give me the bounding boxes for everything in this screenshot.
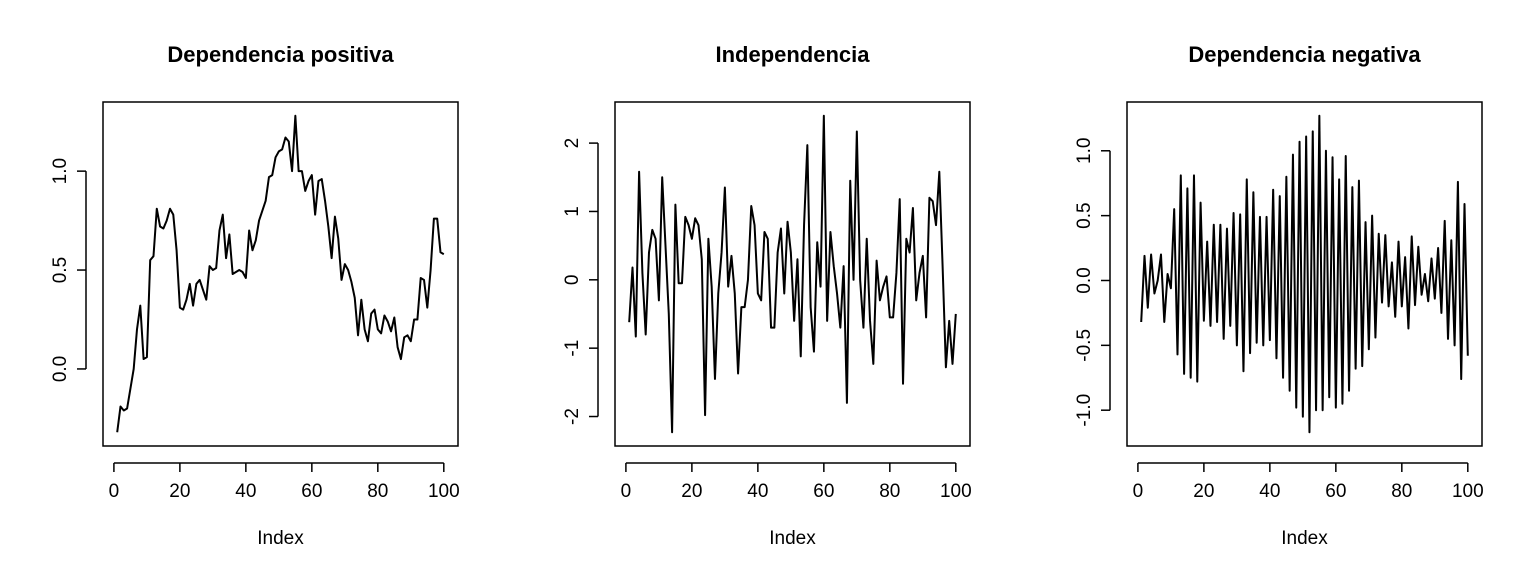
y-tick-label: 0.5 bbox=[50, 257, 71, 283]
x-tick-label: 80 bbox=[879, 481, 900, 502]
x-tick-label: 100 bbox=[940, 481, 972, 502]
y-tick-label: 0.5 bbox=[1074, 202, 1095, 228]
x-tick-label: 60 bbox=[813, 481, 834, 502]
chart-panel-3: Dependencia negativa 0 20 40 60 80 100 Index -1.… bbox=[1074, 42, 1484, 549]
y-tick-label: 0.0 bbox=[50, 356, 71, 382]
x-tick-label: 40 bbox=[235, 481, 256, 502]
chart-panel-1: Dependencia positiva 0 20 40 60 80 100 Index 0.0… bbox=[50, 42, 460, 549]
x-tick-label: 0 bbox=[1133, 481, 1144, 502]
x-tick-label: 100 bbox=[428, 481, 460, 502]
x-axis-label: Index bbox=[769, 528, 816, 549]
x-tick-label: 60 bbox=[1325, 481, 1346, 502]
x-tick-label: 100 bbox=[1452, 481, 1484, 502]
x-axis-label: Index bbox=[257, 528, 304, 549]
plot-frame bbox=[102, 101, 459, 447]
series-line-1 bbox=[628, 114, 957, 434]
plot-frame bbox=[614, 101, 971, 447]
y-tick-label: -1 bbox=[562, 340, 583, 357]
chart-title: Dependencia positiva bbox=[167, 42, 394, 67]
y-tick-label: -2 bbox=[562, 408, 583, 425]
x-tick-label: 20 bbox=[681, 481, 702, 502]
y-tick-label: -0.5 bbox=[1074, 329, 1095, 362]
chart-title: Dependencia negativa bbox=[1188, 42, 1421, 67]
chart-panel-2: Independencia 0 20 40 60 80 100 Index -2 -1 0 1 2 bbox=[562, 42, 972, 549]
series-line-1 bbox=[1140, 114, 1469, 434]
y-tick-label: 0.0 bbox=[1074, 267, 1095, 293]
series-line-1 bbox=[116, 114, 445, 433]
x-tick-label: 60 bbox=[301, 481, 322, 502]
y-tick-label: -1.0 bbox=[1074, 394, 1095, 427]
x-tick-label: 40 bbox=[1259, 481, 1280, 502]
x-tick-label: 20 bbox=[1193, 481, 1214, 502]
plot-frame bbox=[1126, 101, 1483, 447]
chart-title: Independencia bbox=[715, 42, 870, 67]
x-tick-label: 20 bbox=[169, 481, 190, 502]
x-tick-label: 0 bbox=[621, 481, 632, 502]
y-tick-label: 1 bbox=[562, 206, 583, 217]
x-tick-label: 0 bbox=[109, 481, 120, 502]
y-tick-label: 1.0 bbox=[1074, 138, 1095, 164]
y-tick-label: 0 bbox=[562, 275, 583, 286]
x-tick-label: 80 bbox=[1391, 481, 1412, 502]
y-tick-label: 1.0 bbox=[50, 158, 71, 184]
y-tick-label: 2 bbox=[562, 138, 583, 149]
x-tick-label: 40 bbox=[747, 481, 768, 502]
x-tick-label: 80 bbox=[367, 481, 388, 502]
x-axis-label: Index bbox=[1281, 528, 1328, 549]
